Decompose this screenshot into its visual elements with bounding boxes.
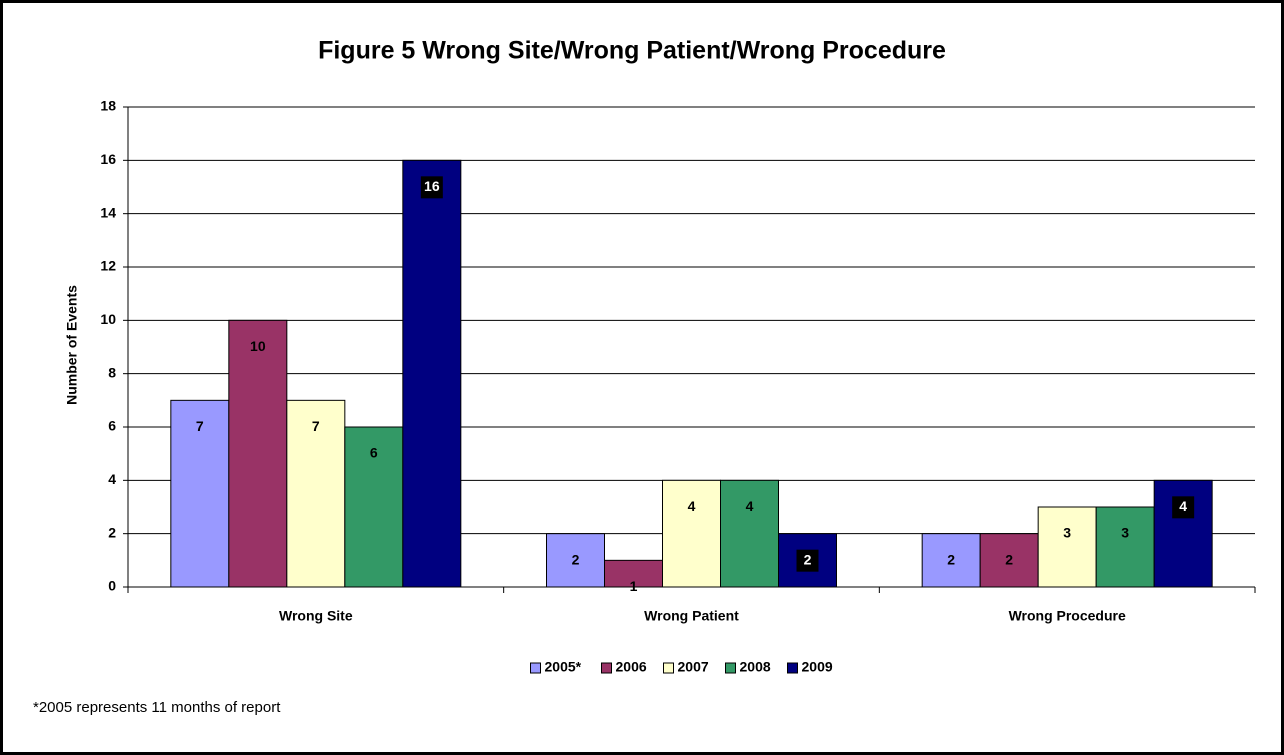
data-label: 6: [370, 445, 378, 461]
bar: [720, 479, 779, 588]
y-tick-label: 16: [100, 151, 116, 167]
data-label: 2: [947, 551, 955, 567]
x-tick-label: Wrong Procedure: [1009, 608, 1126, 624]
y-axis-title: Number of Events: [64, 285, 80, 405]
y-tick-label: 8: [108, 364, 116, 380]
data-label-bg: [796, 549, 819, 572]
legend-swatch: [787, 662, 798, 674]
data-label-bg: [420, 176, 443, 199]
data-label-bg: [1172, 496, 1195, 519]
y-tick-label: 14: [100, 204, 116, 220]
legend-label: 2009: [802, 659, 833, 675]
legend-swatch: [663, 662, 674, 674]
y-tick-label: 6: [108, 418, 116, 434]
bar: [921, 533, 981, 588]
data-label: 3: [1063, 525, 1071, 541]
y-tick-label: 4: [108, 471, 116, 487]
bar: [228, 319, 288, 588]
bar: [546, 533, 605, 588]
legend-swatch: [601, 662, 612, 674]
bar: [1095, 506, 1155, 588]
bar: [402, 159, 462, 588]
data-label: 4: [1179, 498, 1187, 514]
x-tick-label: Wrong Site: [279, 608, 353, 624]
data-label: 16: [424, 178, 440, 194]
chart-title: Figure 5 Wrong Site/Wrong Patient/Wrong …: [318, 37, 946, 65]
y-tick-label: 0: [108, 578, 116, 594]
y-tick-label: 2: [108, 524, 116, 540]
y-tick-label: 12: [100, 258, 116, 274]
data-label: 2: [572, 551, 580, 567]
bar: [1037, 506, 1097, 588]
data-label: 2: [1005, 551, 1013, 567]
data-label: 3: [1121, 525, 1129, 541]
legend-label: 2007: [678, 659, 709, 675]
legend-swatch: [725, 662, 736, 674]
data-label: 7: [312, 418, 320, 434]
data-label: 1: [630, 578, 638, 594]
x-tick-label: Wrong Patient: [644, 608, 739, 624]
legend-label: 2005*: [545, 659, 582, 675]
data-label: 4: [688, 498, 696, 514]
footnote: *2005 represents 11 months of report: [33, 699, 281, 716]
legend-label: 2006: [616, 659, 647, 675]
data-label: 4: [746, 498, 754, 514]
legend-swatch: [530, 662, 541, 674]
bar: [170, 399, 230, 588]
data-label: 7: [196, 418, 204, 434]
y-tick-label: 10: [100, 311, 116, 327]
bar: [662, 479, 721, 588]
bar: [979, 533, 1039, 588]
y-tick-label: 18: [100, 98, 116, 114]
data-label: 10: [250, 338, 266, 354]
data-label: 2: [804, 551, 812, 567]
legend-label: 2008: [740, 659, 771, 675]
